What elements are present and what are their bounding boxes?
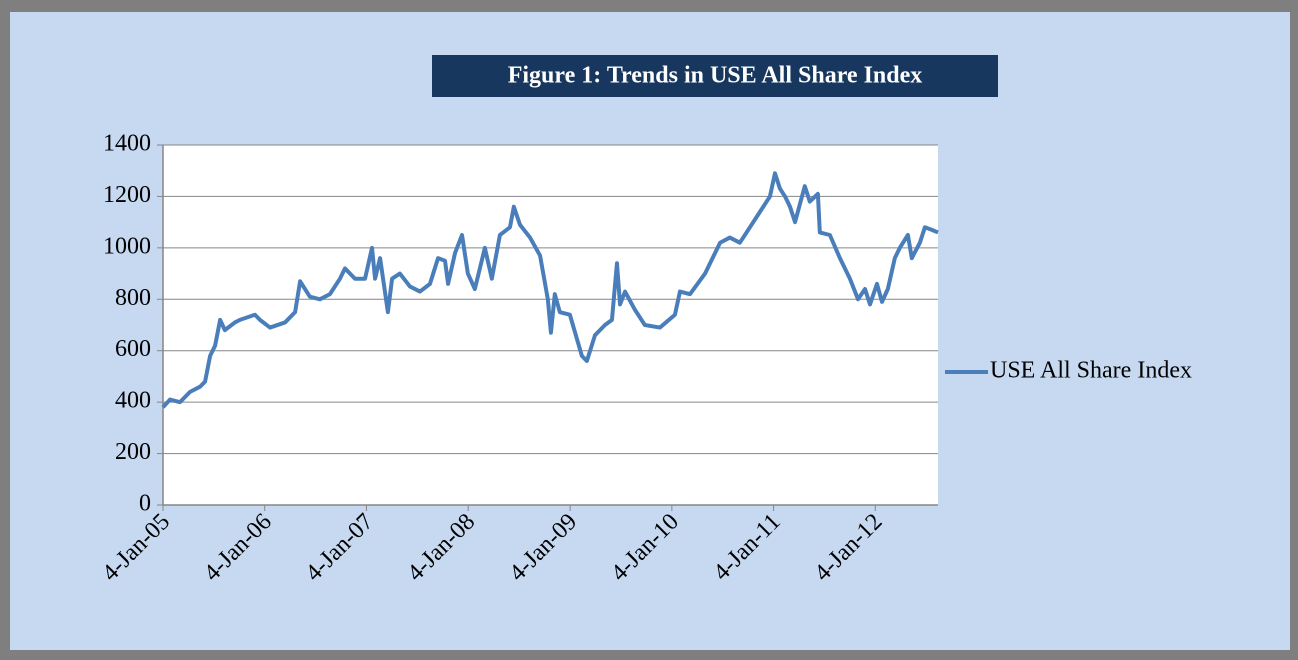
y-tick-label: 1400 [103,131,151,157]
y-tick-label: 600 [115,336,151,362]
y-tick-label: 1000 [103,233,151,259]
y-tick-label: 800 [115,285,151,311]
legend-label: USE All Share Index [990,358,1192,384]
y-tick-label: 200 [115,439,151,465]
chart-title: Figure 1: Trends in USE All Share Index [508,63,923,89]
data-line [161,171,939,409]
y-tick-label: 0 [139,491,151,517]
y-tick-label: 1200 [103,182,151,208]
y-tick-label: 400 [115,388,151,414]
title-box [432,55,998,97]
